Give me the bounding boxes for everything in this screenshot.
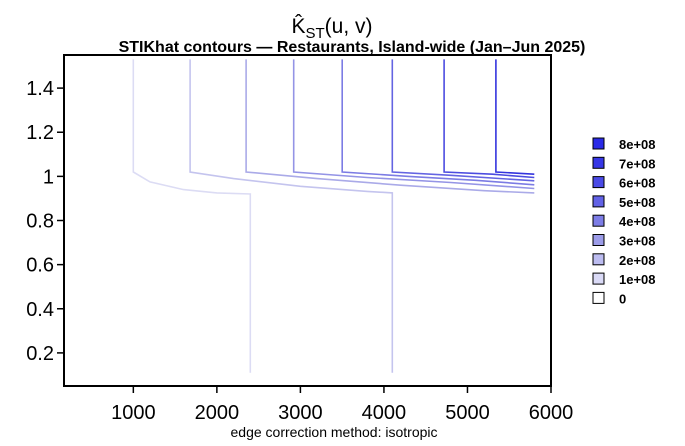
legend-swatch: [592, 195, 605, 208]
legend-swatch: [592, 156, 605, 169]
x-tick-label: 6000: [529, 402, 574, 424]
chart-subtitle: STIKhat contours — Restaurants, Island-w…: [119, 39, 586, 56]
chart-title: K̂ST(u, v): [291, 15, 372, 42]
x-axis: 1000 2000 3000 4000 5000 6000: [111, 386, 573, 424]
legend-swatch: [592, 137, 605, 150]
legend-swatch: [592, 253, 605, 266]
legend-label: 0: [619, 291, 626, 306]
chart-title-subscript: ST: [306, 25, 325, 42]
y-tick-label: 1.4: [26, 78, 54, 100]
x-tick-label: 3000: [278, 402, 323, 424]
legend-label: 6e+08: [619, 176, 656, 191]
x-tick-label: 4000: [362, 402, 407, 424]
y-tick-label: 1: [43, 166, 54, 188]
legend-label: 7e+08: [619, 156, 656, 171]
y-axis: 0.2 0.4 0.6 0.8 1 1.2 1.4: [26, 78, 64, 365]
x-tick-label: 1000: [111, 402, 156, 424]
y-tick-label: 0.2: [26, 343, 54, 365]
legend-swatch: [592, 234, 605, 246]
chart-title-main: K̂: [291, 15, 305, 38]
legend-label: 3e+08: [619, 234, 656, 249]
x-tick-label: 2000: [195, 402, 240, 424]
y-tick-label: 0.6: [26, 255, 54, 277]
y-tick-label: 0.8: [26, 211, 54, 233]
legend: 8e+08 7e+08 6e+08 5e+08 4e+08 3e+08 2e+08 1e+08…: [592, 137, 656, 306]
legend-label: 8e+08: [619, 137, 656, 152]
contour-line-3e08: [245, 59, 535, 194]
y-tick-label: 1.2: [26, 122, 54, 144]
contour-line-5e08: [341, 59, 535, 186]
y-tick-label: 0.4: [26, 299, 54, 321]
legend-swatch: [592, 214, 605, 227]
x-tick-label: 5000: [445, 402, 490, 424]
chart-title-args: (u, v): [325, 15, 373, 38]
legend-swatch: [592, 176, 605, 189]
legend-swatch: [592, 272, 605, 285]
contour-line-6e08: [391, 59, 535, 182]
contour-line-4e08: [292, 59, 535, 190]
legend-label: 1e+08: [619, 272, 656, 287]
plot-frame: [63, 54, 552, 387]
legend-label: 2e+08: [619, 253, 656, 268]
contour-line-1e08: [132, 59, 252, 373]
legend-label: 5e+08: [619, 195, 656, 210]
contour-lines: [132, 59, 535, 373]
edge-correction-footer: edge correction method: isotropic: [231, 424, 438, 440]
contour-line-8e08: [495, 59, 535, 175]
legend-label: 4e+08: [619, 214, 656, 229]
contour-line-7e08: [443, 59, 535, 179]
contour-line-2e08: [189, 59, 394, 373]
legend-swatch: [592, 291, 605, 304]
